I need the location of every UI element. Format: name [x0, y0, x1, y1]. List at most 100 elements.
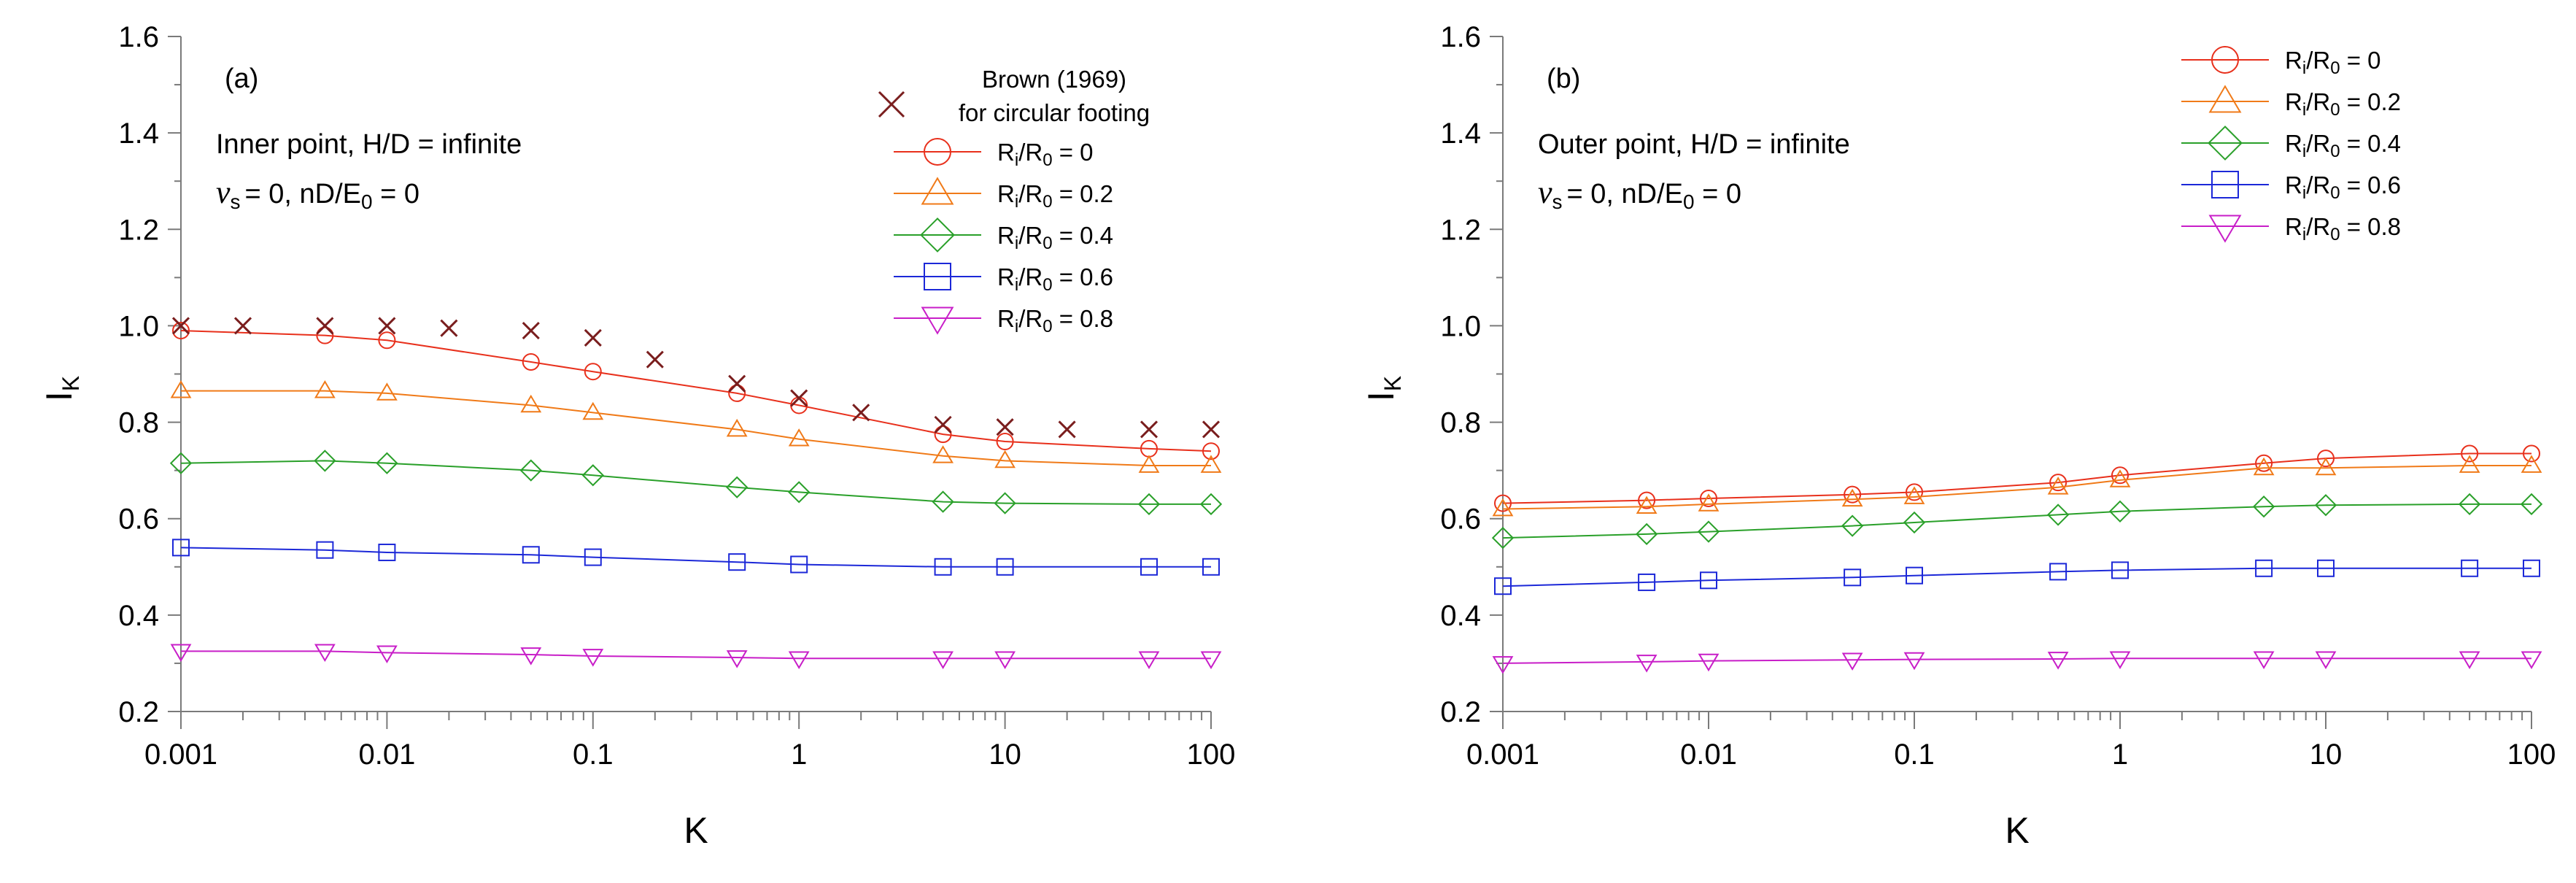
y-axis-label: IK — [1361, 376, 1406, 401]
data-point — [994, 651, 1016, 669]
data-point — [2047, 652, 2069, 670]
series-line — [181, 390, 1211, 466]
data-point — [1844, 485, 1862, 504]
reference-point — [171, 317, 190, 335]
series-line — [1502, 452, 2531, 504]
data-point — [2046, 504, 2070, 526]
data-point — [2461, 559, 2479, 577]
data-point — [314, 450, 336, 472]
x-tick-label: 1 — [2112, 739, 2128, 771]
data-point — [1638, 573, 1656, 591]
x-tick-label: 10 — [989, 739, 1021, 771]
poisson-symbol: ν — [1538, 174, 1552, 210]
data-point — [726, 418, 748, 437]
data-point — [378, 543, 396, 561]
reference-point — [852, 404, 870, 422]
data-point — [2049, 474, 2068, 492]
y-tick-label: 1.6 — [1440, 21, 1481, 53]
data-point — [726, 476, 749, 498]
data-point — [932, 490, 954, 513]
modulus-subscript: 0 — [361, 190, 373, 213]
y-tick-label: 0.4 — [1440, 600, 1481, 632]
annotation-mid: = 0, nD/E — [1567, 179, 1683, 209]
data-point — [378, 331, 396, 350]
x-tick-label: 0.01 — [358, 739, 415, 771]
data-point — [522, 352, 540, 371]
data-point — [520, 394, 542, 413]
poisson-subscript: s — [231, 190, 241, 213]
series-line — [180, 547, 1211, 568]
legend-marker — [2208, 126, 2243, 161]
legend-marker — [924, 138, 951, 166]
legend-label: Ri/R0 = 0.8 — [2285, 213, 2401, 244]
data-point — [2459, 651, 2480, 669]
data-point — [1841, 488, 1863, 507]
x-tick-label: 0.1 — [1894, 739, 1935, 771]
y-tick-label: 0.2 — [1440, 696, 1481, 728]
data-point — [2253, 651, 2275, 669]
x-tick-label: 100 — [2507, 739, 2556, 771]
data-point — [1491, 526, 1515, 550]
data-point — [2109, 651, 2131, 669]
reference-point — [378, 317, 396, 335]
reference-point — [996, 418, 1014, 436]
data-point — [932, 445, 954, 463]
data-point — [1903, 486, 1925, 504]
annotation-line1: Outer point, H/D = infinite — [1538, 129, 1850, 160]
data-point — [2108, 500, 2132, 523]
reference-point — [790, 389, 808, 407]
reference-point — [646, 350, 664, 369]
legend-marker — [2211, 171, 2239, 198]
data-point — [2523, 444, 2540, 463]
data-point — [1903, 511, 1926, 534]
y-tick-label: 1.0 — [118, 310, 159, 342]
annotation-mid: = 0, nD/E — [245, 179, 361, 209]
legend-reference-marker — [878, 90, 905, 118]
data-point — [316, 541, 334, 559]
legend-marker — [2211, 46, 2239, 74]
x-tick-label: 0.01 — [1680, 739, 1737, 771]
series-line — [1502, 503, 2531, 539]
data-point — [2255, 559, 2273, 577]
legend-value: 0 — [2367, 47, 2380, 74]
y-tick-label: 1.6 — [118, 21, 159, 53]
data-point — [314, 380, 336, 398]
data-point — [519, 459, 542, 482]
x-tick-label: 0.1 — [573, 739, 614, 771]
y-tick-label: 1.2 — [118, 214, 159, 246]
data-point — [788, 481, 811, 504]
data-point — [582, 649, 604, 667]
data-point — [1200, 455, 1222, 473]
panel-label: (b) — [1547, 63, 1580, 94]
data-point — [172, 539, 190, 557]
data-point — [314, 644, 336, 663]
y-tick-label: 0.8 — [1440, 407, 1481, 439]
data-point — [169, 452, 193, 474]
x-axis-label: K — [2005, 810, 2029, 851]
annotation-line2: νs = 0, nD/E0 = 0 — [1538, 174, 1741, 213]
data-point — [2111, 466, 2129, 485]
data-point — [788, 428, 810, 447]
legend-label: Ri/R0 = 0.6 — [2285, 171, 2401, 203]
legend-value: 0.2 — [2367, 88, 2401, 115]
legend-value: 0.6 — [1080, 263, 1113, 290]
legend-value: 0.4 — [1080, 222, 1113, 249]
data-point — [316, 326, 334, 344]
data-point — [582, 401, 604, 420]
data-point — [2461, 444, 2479, 463]
data-point — [522, 546, 540, 564]
data-point — [932, 651, 954, 669]
y-axis-label: IK — [39, 376, 84, 401]
panel-label: (a) — [225, 63, 258, 94]
data-point — [376, 382, 398, 401]
y-tick-label: 1.4 — [118, 117, 159, 150]
legend-value: 0.8 — [1080, 305, 1113, 332]
reference-point — [728, 374, 746, 393]
data-point — [2109, 469, 2131, 487]
x-tick-label: 10 — [2310, 739, 2343, 771]
panel-b: 0.2 0.4 0.6 0.8 1.0 1.2 1.4 1.6 0.001 0.01 0.1 1 10 1… — [1361, 21, 2556, 851]
reference-point — [1058, 420, 1076, 439]
data-point — [1841, 514, 1864, 537]
y-tick-label: 0.6 — [1440, 504, 1481, 536]
